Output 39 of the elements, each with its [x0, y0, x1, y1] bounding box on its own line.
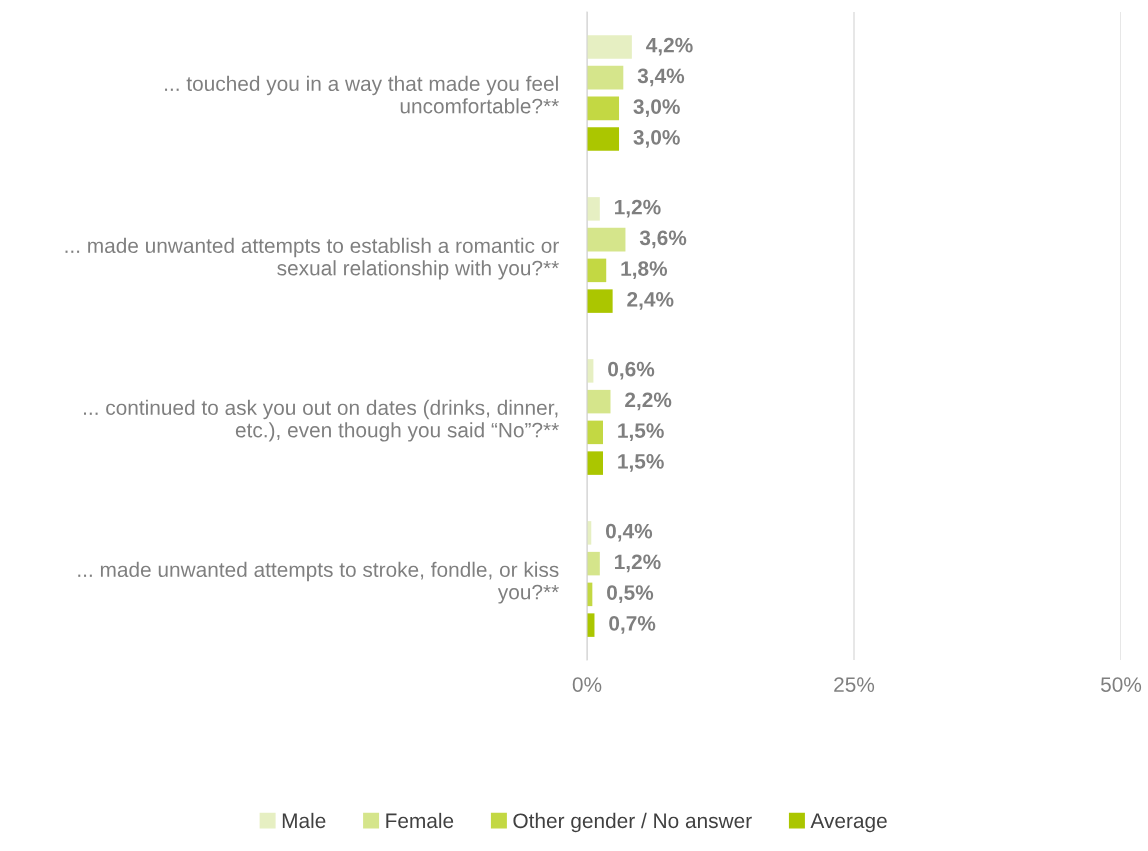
data-label: 2,4% [627, 291, 674, 310]
bar [587, 127, 620, 151]
data-label: 2,2% [625, 392, 672, 411]
bar [587, 420, 604, 445]
bar [587, 227, 626, 252]
data-label: 0,5% [607, 585, 654, 603]
data-label: 4,2% [646, 37, 693, 56]
x-tick-label: 25% [834, 677, 875, 692]
data-label: 1,5% [618, 423, 664, 441]
data-label: 0,4% [605, 523, 653, 542]
bar [587, 258, 607, 283]
data-label: 1,8% [621, 261, 668, 279]
data-label: 3,0% [633, 99, 680, 117]
y-tick-label: ... touched you in a way that made you feel uncomfortable?** [165, 75, 559, 114]
data-label: 3,0% [633, 129, 680, 148]
bar [587, 35, 632, 59]
bar [587, 451, 604, 475]
x-tick-label: 0% [572, 677, 602, 692]
legend-label: Other gender / No answer [513, 812, 752, 833]
bar [587, 96, 620, 121]
data-label: 3,4% [637, 68, 685, 87]
data-label: 0,6% [608, 361, 655, 380]
bar [587, 289, 613, 313]
bar [587, 551, 600, 576]
y-tick-label: ... continued to ask you out on dates (drinks, dinner, etc.), even though you said “No”?** [84, 399, 559, 442]
bar [587, 65, 624, 90]
data-label: 1,5% [618, 454, 664, 472]
data-label: 0,7% [609, 615, 656, 634]
legend-label: Female [386, 812, 454, 829]
bar [587, 389, 611, 414]
data-label: 1,2% [615, 554, 661, 573]
y-tick-label: ... made unwanted attempts to stroke, fondle, or kiss you?** [78, 561, 559, 604]
legend-label: Average [810, 813, 887, 833]
data-label: 3,6% [639, 230, 687, 249]
data-label: 1,2% [615, 199, 661, 218]
legend-label: Male [282, 812, 326, 829]
y-tick-label: ... made unwanted attempts to establish a romantic or sexual relationship with you?** [65, 237, 559, 280]
x-tick-label: 50% [1100, 677, 1142, 692]
bar [587, 197, 600, 221]
